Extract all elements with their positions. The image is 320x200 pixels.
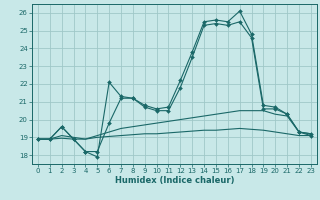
X-axis label: Humidex (Indice chaleur): Humidex (Indice chaleur) bbox=[115, 176, 234, 185]
